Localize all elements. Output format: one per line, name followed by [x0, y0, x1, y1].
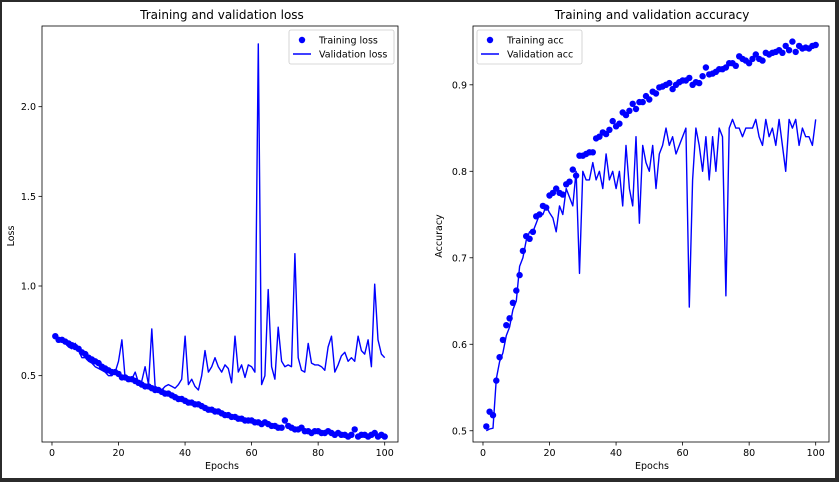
loss-plot-area: [52, 43, 388, 440]
loss-training-loss-point: [381, 433, 388, 440]
loss-chart: Training and validation loss Epochs Loss…: [6, 8, 399, 472]
accuracy-legend-label-validation: Validation acc: [507, 50, 573, 61]
accuracy-training-acc-point: [616, 120, 623, 127]
loss-legend: Training loss Validation loss: [288, 29, 395, 65]
loss-legend-marker-training: [298, 36, 306, 44]
accuracy-training-acc-point: [782, 42, 789, 50]
accuracy-training-acc-point: [629, 100, 636, 108]
loss-training-loss-point: [351, 426, 358, 433]
accuracy-training-acc-point: [785, 47, 793, 54]
accuracy-training-acc-point: [503, 322, 510, 329]
accuracy-training-acc-point: [745, 60, 753, 67]
accuracy-x-tick-label: 60: [677, 448, 689, 459]
accuracy-training-acc-point: [759, 57, 766, 64]
loss-x-tick-label: 20: [112, 448, 124, 459]
loss-legend-label-validation: Validation loss: [319, 50, 387, 61]
accuracy-legend-marker-training: [486, 36, 494, 44]
accuracy-training-acc-point: [626, 107, 633, 115]
accuracy-training-acc-point: [666, 79, 673, 87]
accuracy-legend: Training acc Validation acc: [476, 29, 583, 65]
loss-x-axis-label: Epochs: [205, 461, 239, 472]
accuracy-training-acc-point: [622, 111, 630, 119]
loss-legend-label-training: Training loss: [318, 36, 378, 47]
accuracy-x-tick-label: 0: [480, 448, 486, 459]
accuracy-training-acc-point: [749, 55, 756, 63]
accuracy-chart-title: Training and validation accuracy: [554, 8, 750, 22]
loss-y-tick-label: 1.5: [21, 192, 36, 203]
accuracy-training-acc-point: [812, 41, 819, 49]
loss-axes-frame: [41, 25, 399, 443]
accuracy-training-acc-point: [569, 166, 576, 173]
accuracy-training-acc-point: [589, 149, 596, 156]
accuracy-chart: Training and validation accuracy Epochs …: [434, 8, 830, 472]
accuracy-ticks: 0 20 40 60 80 100 0.5 0.6 0.7 0.8 0.9: [452, 80, 825, 459]
accuracy-validation-acc-line: [485, 118, 817, 432]
accuracy-training-acc-point: [632, 105, 640, 113]
accuracy-training-acc-point: [606, 126, 613, 133]
loss-legend-box: [288, 29, 395, 65]
loss-chart-title: Training and validation loss: [139, 8, 304, 22]
loss-training-loss-point: [348, 431, 355, 438]
accuracy-legend-box: [476, 29, 583, 65]
accuracy-training-acc-point: [702, 64, 710, 71]
accuracy-training-acc-point: [646, 96, 653, 103]
accuracy-y-tick-label: 0.7: [452, 253, 467, 264]
accuracy-x-tick-label: 80: [743, 448, 755, 459]
loss-validation-loss-line: [54, 43, 386, 391]
accuracy-x-tick-label: 40: [610, 448, 622, 459]
accuracy-x-tick-label: 20: [543, 448, 555, 459]
loss-y-tick-label: 2.0: [21, 102, 36, 113]
accuracy-training-acc-point: [513, 287, 520, 294]
accuracy-training-acc-point: [699, 73, 706, 80]
accuracy-training-acc-point: [489, 412, 497, 419]
accuracy-training-acc-point: [596, 133, 603, 140]
accuracy-legend-label-training: Training acc: [506, 36, 564, 47]
loss-training-loss-point: [281, 417, 289, 424]
loss-x-tick-label: 100: [376, 448, 394, 459]
accuracy-training-acc-point: [789, 38, 796, 45]
accuracy-y-tick-label: 0.5: [452, 426, 467, 437]
loss-ticks: 0 20 40 60 80 100 0.5 1.0 1.5 2.0: [21, 102, 394, 459]
loss-x-tick-label: 80: [312, 448, 324, 459]
accuracy-training-acc-point: [779, 49, 786, 56]
loss-training-loss-point: [278, 424, 285, 431]
accuracy-training-acc-point: [686, 74, 693, 82]
accuracy-y-tick-label: 0.8: [452, 167, 467, 178]
accuracy-training-acc-point: [696, 79, 703, 87]
accuracy-plot-area: [483, 38, 819, 432]
accuracy-x-tick-label: 100: [807, 448, 825, 459]
loss-x-tick-label: 60: [246, 448, 258, 459]
accuracy-training-acc-point: [483, 423, 490, 430]
accuracy-y-tick-label: 0.9: [452, 80, 467, 91]
loss-y-axis-label: Loss: [6, 226, 17, 247]
accuracy-axes-frame: [472, 25, 830, 443]
accuracy-training-acc-point: [559, 191, 566, 198]
loss-y-tick-label: 1.0: [21, 282, 36, 293]
accuracy-training-acc-point: [566, 178, 573, 185]
loss-x-tick-label: 0: [49, 448, 55, 459]
loss-y-tick-label: 0.5: [21, 371, 36, 382]
accuracy-training-acc-point: [752, 51, 759, 58]
accuracy-training-acc-point: [732, 62, 739, 69]
accuracy-training-acc-point: [652, 90, 660, 97]
accuracy-y-tick-label: 0.6: [452, 340, 467, 351]
accuracy-x-axis-label: Epochs: [635, 461, 669, 472]
accuracy-y-axis-label: Accuracy: [434, 214, 445, 258]
accuracy-training-acc-point: [792, 48, 799, 56]
accuracy-training-acc-point: [669, 85, 676, 93]
accuracy-training-acc-point: [609, 117, 616, 125]
accuracy-training-acc-point: [639, 98, 646, 106]
loss-x-tick-label: 40: [179, 448, 191, 459]
